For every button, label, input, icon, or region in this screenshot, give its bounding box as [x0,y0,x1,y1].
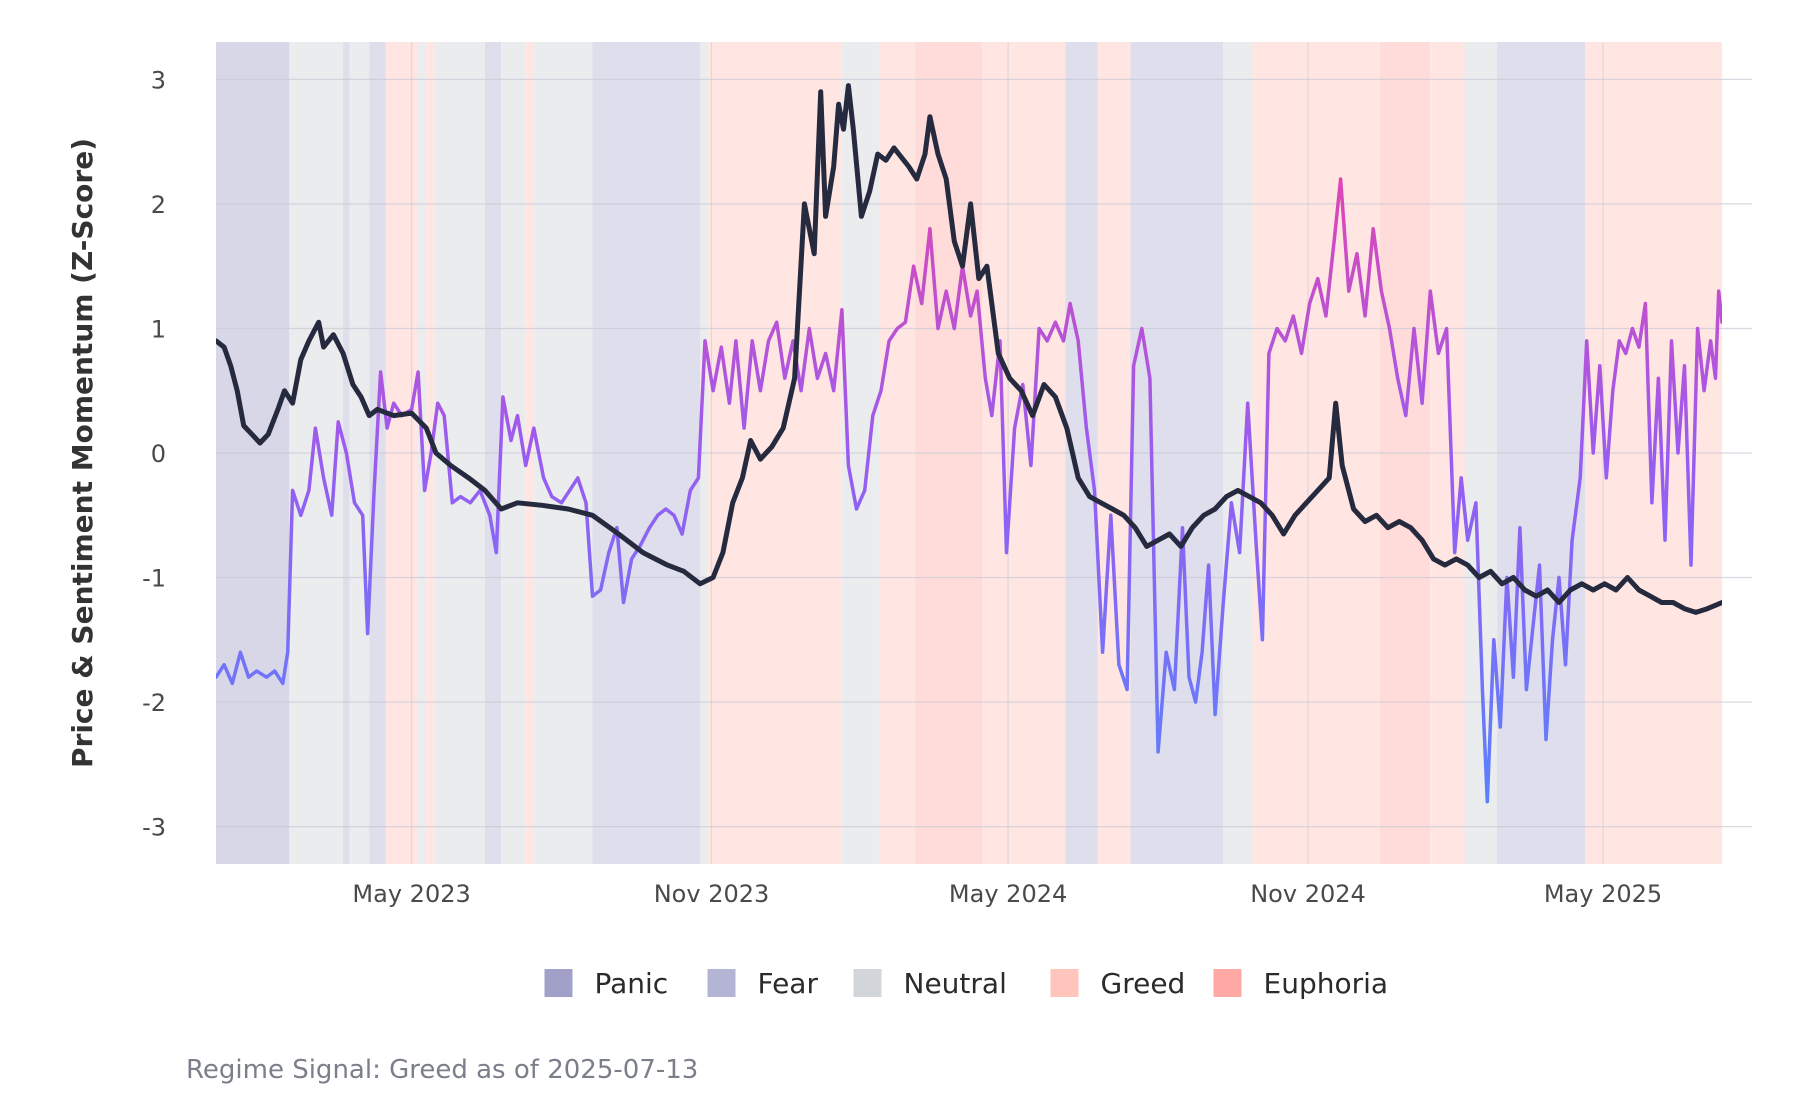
sentiment-momentum-line [216,177,1722,804]
y-tick-label: -3 [142,814,166,842]
grid-lines [216,42,1752,864]
legend-swatch [544,969,573,997]
x-tick-label: Nov 2023 [654,880,770,908]
x-tick-label: May 2025 [1544,880,1662,908]
legend-swatch [853,969,882,997]
y-axis-title: Price & Sentiment Momentum (Z-Score) [66,138,99,768]
legend-label: Fear [758,967,819,1000]
legend-item-greed: Greed [1050,967,1186,1000]
legend-label: Greed [1101,967,1186,1000]
legend-label: Neutral [904,967,1007,1000]
legend-label: Euphoria [1264,967,1389,1000]
y-tick-label: -1 [142,565,166,593]
x-tick-label: Nov 2024 [1250,880,1366,908]
y-tick-labels: 3 2 1 0 -1 -2 -3 [142,66,166,841]
x-tick-label: May 2024 [949,880,1067,908]
y-tick-label: -2 [142,689,166,717]
y-tick-label: 0 [151,440,166,468]
legend-swatch [707,969,736,997]
legend-swatch [1213,969,1242,997]
x-tick-label: May 2023 [352,880,470,908]
price-momentum-line [216,83,1722,615]
legend-item-euphoria: Euphoria [1213,967,1389,1000]
legend-item-neutral: Neutral [853,967,1007,1000]
legend-item-fear: Fear [707,967,819,1000]
legend-label: Panic [595,967,669,1000]
y-tick-label: 3 [151,66,166,94]
legend-item-panic: Panic [544,967,669,1000]
regime-signal-caption: Regime Signal: Greed as of 2025-07-13 [186,1055,698,1085]
legend-swatch [1050,969,1079,997]
y-tick-label: 2 [151,191,166,219]
y-tick-label: 1 [151,316,166,344]
legend: Panic Fear Neutral Greed Euphoria [544,967,1389,1000]
series-lines [216,83,1722,804]
x-tick-labels: May 2023 Nov 2023 May 2024 Nov 2024 May 2025 [352,880,1662,908]
